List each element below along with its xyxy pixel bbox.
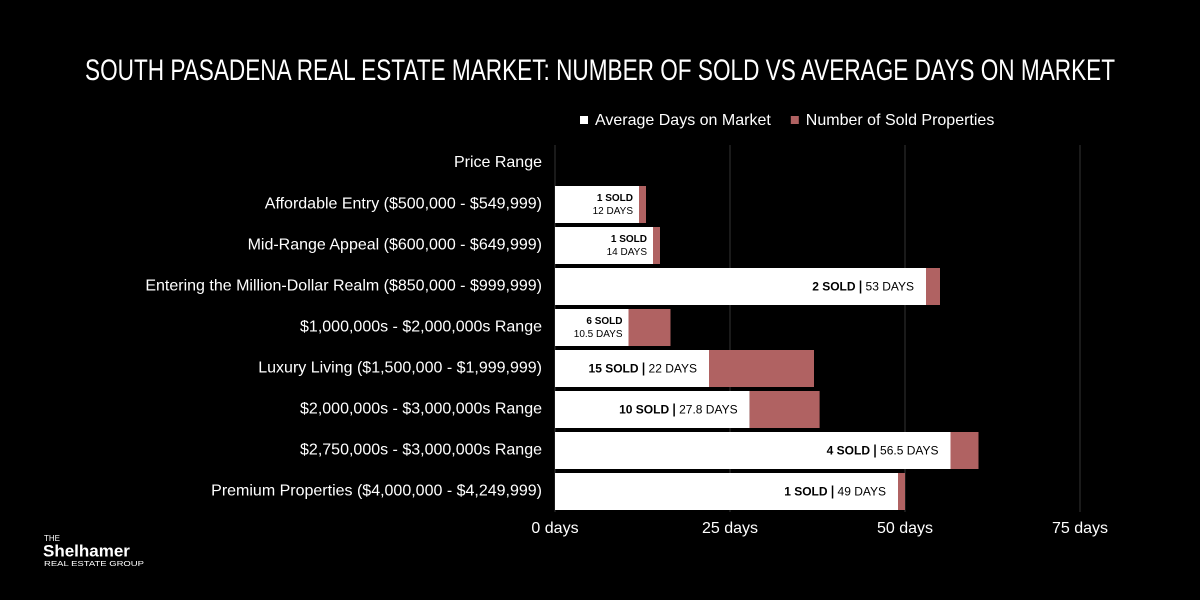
value-label-days: 12 DAYS	[593, 206, 634, 217]
bar-segment	[555, 350, 709, 387]
value-label-days: 56.5 DAYS	[880, 444, 938, 458]
y-tick-label: Premium Properties ($4,000,000 - $4,249,…	[211, 483, 542, 500]
logo-bottom: REAL ESTATE GROUP	[44, 561, 144, 568]
logo: THE Shelhamer REAL ESTATE GROUP	[43, 534, 144, 568]
y-tick-label: $2,000,000s - $3,000,000s Range	[300, 401, 542, 418]
y-tick-label: $2,750,000s - $3,000,000s Range	[300, 442, 542, 459]
value-label-days: 10.5 DAYS	[574, 329, 623, 340]
bar-segment	[749, 391, 820, 428]
x-tick-label: 25 days	[702, 520, 758, 537]
bar-segment	[555, 186, 639, 223]
bar-segment	[898, 473, 905, 510]
value-label-sold: 4 SOLD	[827, 444, 871, 458]
value-label-sold: 1 SOLD	[597, 193, 633, 204]
value-label-days: 14 DAYS	[607, 247, 648, 258]
legend-swatch	[580, 116, 588, 124]
y-tick-label: Luxury Living ($1,500,000 - $1,999,999)	[258, 360, 542, 377]
bar-segment	[555, 268, 926, 305]
bar-segment	[950, 432, 979, 469]
bar-segment	[926, 268, 940, 305]
value-label-sold: 1 SOLD	[611, 234, 647, 245]
bar-segment	[653, 227, 660, 264]
logo-name: Shelhamer	[43, 541, 130, 560]
bar-segment	[709, 350, 814, 387]
legend-swatch	[790, 116, 799, 124]
bar-segment	[628, 309, 671, 346]
value-label-days: 53 DAYS	[866, 280, 914, 294]
value-label-sold: 1 SOLD	[784, 485, 828, 499]
value-label-days: 27.8 DAYS	[679, 403, 737, 417]
y-tick-label: $1,000,000s - $2,000,000s Range	[300, 319, 542, 336]
value-label-sold: 15 SOLD	[589, 362, 639, 376]
value-label-sold: 6 SOLD	[586, 316, 622, 327]
x-tick-label: 50 days	[877, 520, 933, 537]
y-axis-title: Price Range	[454, 154, 542, 171]
bar-segment	[555, 473, 898, 510]
bar-segment	[555, 432, 951, 469]
y-tick-label: Mid-Range Appeal ($600,000 - $649,999)	[248, 237, 542, 254]
bar-segment	[555, 227, 653, 264]
bar-segment	[555, 391, 750, 428]
value-label-sold: 2 SOLD	[812, 280, 856, 294]
y-tick-label: Entering the Million-Dollar Realm ($850,…	[145, 278, 542, 295]
chart-title: SOUTH PASADENA REAL ESTATE MARKET: NUMBE…	[85, 54, 1115, 87]
value-label-days: 49 DAYS	[838, 485, 886, 499]
value-label-days: 22 DAYS	[649, 362, 697, 376]
bar-segment	[555, 309, 629, 346]
bar-segment	[639, 186, 646, 223]
logo-top: THE	[44, 534, 60, 543]
value-label-sold: 10 SOLD	[619, 403, 669, 417]
x-tick-label: 75 days	[1052, 520, 1108, 537]
y-tick-label: Affordable Entry ($500,000 - $549,999)	[265, 196, 542, 213]
legend-label: Number of Sold Properties	[806, 112, 995, 129]
legend-label: Average Days on Market	[595, 112, 771, 129]
x-tick-label: 0 days	[531, 520, 578, 537]
